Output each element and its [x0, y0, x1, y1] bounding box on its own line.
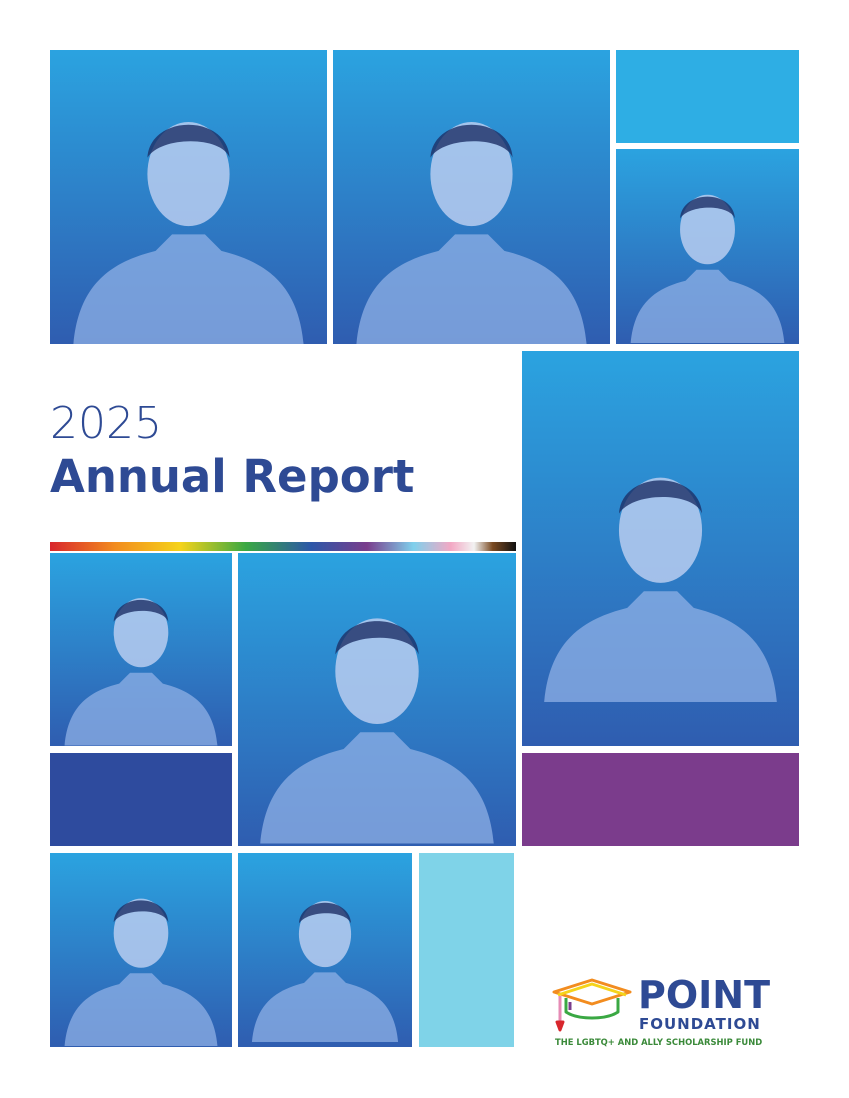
color-block	[419, 853, 514, 1047]
color-block	[522, 753, 799, 846]
color-block	[616, 50, 799, 143]
logo-tagline: THE LGBTQ+ AND ALLY SCHOLARSHIP FUND	[555, 1037, 762, 1047]
rainbow-bar	[50, 542, 516, 551]
logo: POINT FOUNDATION THE LGBTQ+ AND ALLY SCH…	[552, 973, 770, 1047]
report-year: 2025	[50, 398, 162, 449]
logo-subname: FOUNDATION	[639, 1015, 761, 1033]
logo-mark	[552, 978, 632, 1032]
photo-grid	[50, 50, 799, 1047]
logo-name: POINT	[638, 973, 770, 1017]
report-title: Annual Report	[50, 450, 414, 503]
color-block	[50, 753, 232, 846]
